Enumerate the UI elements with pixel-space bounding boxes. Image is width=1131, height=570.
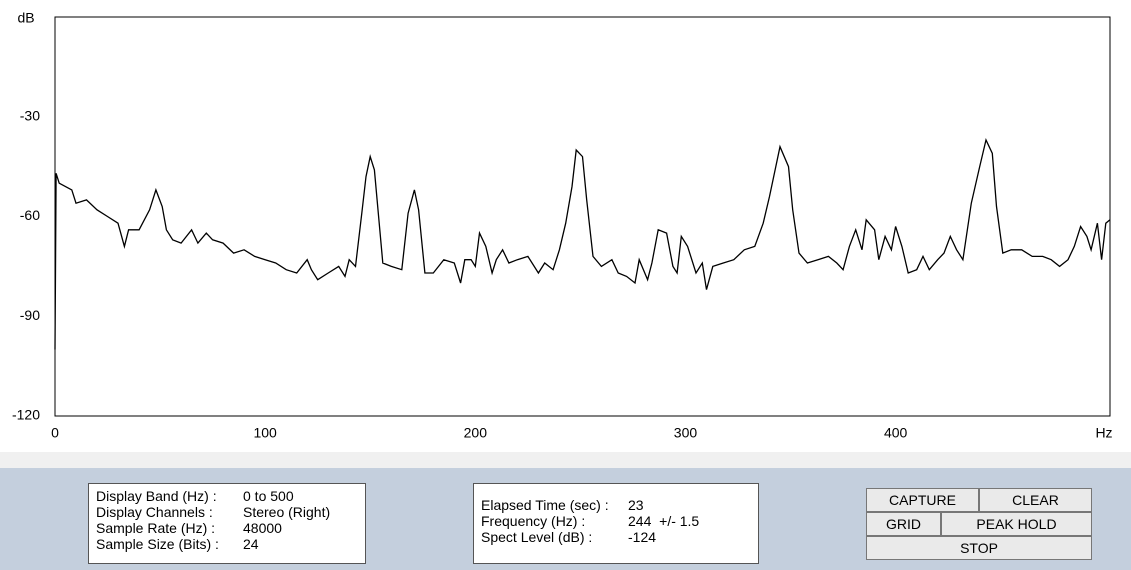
control-button[interactable]: GRID (866, 512, 941, 536)
control-button[interactable]: STOP (866, 536, 1092, 560)
info-label: Spect Level (dB) : (481, 529, 593, 545)
info-value: Stereo (Right) (243, 504, 331, 520)
x-tick-label: 200 (464, 425, 488, 441)
info-label: Display Channels : (96, 504, 213, 520)
y-tick-label: -30 (20, 107, 40, 123)
plot-frame (54, 16, 1111, 417)
spectrum-line (54, 138, 1111, 350)
spectrum-chart: dB Hz -120 -90 -60 -30 0 100 200 300 400 (12, 10, 1113, 441)
info-label: Display Band (Hz) : (96, 488, 217, 504)
info-row: Spect Level (dB) : -124 (474, 529, 758, 545)
info-label: Sample Size (Bits) : (96, 536, 219, 552)
info-row: Display Channels : Stereo (Right) (89, 504, 365, 520)
info-row: Sample Size (Bits) : 24 (89, 536, 365, 552)
info-value: -124 (628, 529, 657, 545)
x-tick-label: 0 (51, 425, 59, 441)
control-button[interactable]: CAPTURE (866, 488, 979, 512)
info-row: Display Band (Hz) : 0 to 500 (89, 488, 365, 504)
info-label: Frequency (Hz) : (481, 513, 586, 529)
info-panel: Elapsed Time (sec) : 23 Frequency (Hz) : 24… (473, 483, 759, 564)
info-row: Elapsed Time (sec) : 23 (474, 497, 758, 513)
x-axis-label: Hz (1095, 425, 1112, 441)
info-value: 48000 (243, 520, 282, 536)
info-panel: Display Band (Hz) :0 to 500 Display Chann… (88, 483, 366, 564)
x-tick-label: 300 (674, 425, 698, 441)
status-strip (0, 452, 1131, 468)
info-row: Sample Rate (Hz) : 48000 (89, 520, 365, 536)
y-axis-label: dB (17, 10, 34, 26)
info-value: 23 (628, 497, 644, 513)
info-label: Elapsed Time (sec) : (481, 497, 609, 513)
control-button[interactable]: CLEAR (979, 488, 1092, 512)
info-row: Frequency (Hz) : 244 +/- 1.5 (474, 513, 758, 529)
y-tick-label: -120 (12, 407, 40, 423)
x-tick-label: 100 (253, 425, 277, 441)
y-tick-label: -60 (20, 207, 40, 223)
control-button[interactable]: PEAK HOLD (941, 512, 1092, 536)
info-value: 0 to 500 (243, 488, 294, 504)
info-value: 24 (243, 536, 259, 552)
y-tick-label: -90 (20, 307, 40, 323)
x-tick-label: 400 (884, 425, 908, 441)
info-label: Sample Rate (Hz) : (96, 520, 216, 536)
info-value: 244 +/- 1.5 (628, 513, 700, 529)
